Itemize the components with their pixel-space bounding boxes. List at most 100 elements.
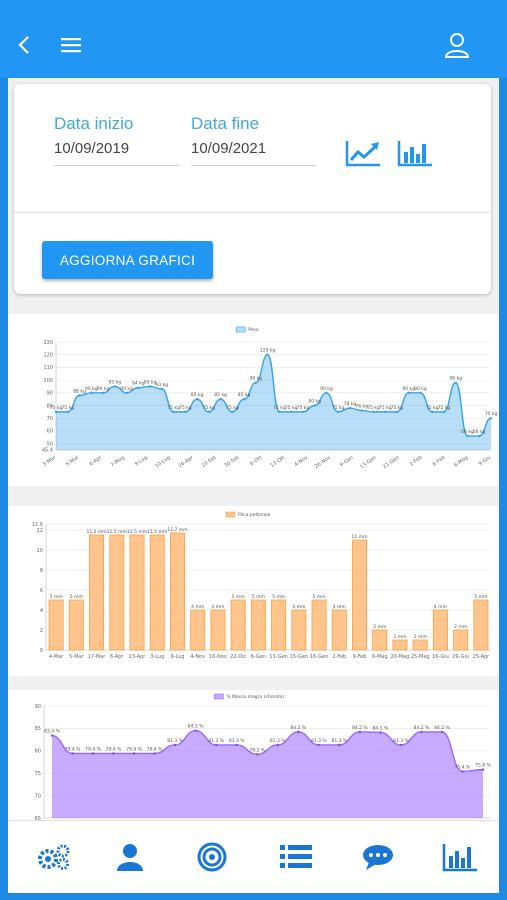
- skinfold-data-label: 4 mm: [191, 604, 204, 610]
- skinfold-chart-card: Plica pettorale 12.6 12 10 8 6 4 2 0 5 mm 4-Mar 5 m…: [8, 506, 499, 676]
- user-icon[interactable]: [110, 839, 150, 875]
- lean-mass-point: [440, 730, 444, 734]
- x-tick-label: 3-Lug: [150, 654, 164, 660]
- skinfold-data-label: 4 mm: [292, 604, 305, 610]
- weight-point: [489, 417, 493, 420]
- y-tick-label: 130: [43, 340, 53, 346]
- lean-mass-data-label: 81.3 %: [167, 738, 183, 744]
- y-tick-label: 60: [47, 429, 53, 435]
- gears-icon[interactable]: [34, 839, 74, 875]
- lean-mass-point: [256, 753, 259, 756]
- skinfold-bar: [311, 599, 327, 651]
- back-arrow-icon[interactable]: [8, 28, 42, 62]
- list-icon[interactable]: [276, 839, 316, 875]
- legend-swatch: [225, 511, 236, 518]
- x-tick-label: 16-Nov: [209, 654, 227, 660]
- x-tick-label: 6-Apr: [88, 454, 103, 467]
- start-date-label: Data inizio: [54, 114, 134, 133]
- skinfold-bar: [331, 609, 347, 651]
- weight-data-label: 98 kg: [250, 376, 263, 382]
- bar-chart-nav-icon[interactable]: [440, 839, 480, 875]
- lean-mass-data-label: 81.3 %: [229, 738, 245, 744]
- weight-point: [90, 391, 93, 395]
- x-tick-label: 16-Giu: [432, 654, 449, 660]
- legend-swatch: [235, 326, 246, 333]
- y-tick-label: 12: [37, 528, 43, 534]
- lean-mass-point: [379, 731, 382, 734]
- start-date-value[interactable]: 10/09/2019: [54, 140, 179, 166]
- lean-mass-point: [71, 752, 74, 755]
- weight-point: [395, 410, 399, 414]
- weight-point: [184, 410, 187, 414]
- lean-mass-data-label: 81.3 %: [393, 738, 409, 744]
- lean-mass-data-label: 79.2 %: [249, 747, 265, 753]
- weight-data-label: 94 kg: [132, 381, 145, 387]
- lean-mass-data-label: 81.3 %: [311, 738, 327, 744]
- x-tick-label: 6-Mag: [372, 654, 388, 660]
- weight-data-label: 75 kg: [50, 405, 63, 411]
- skinfold-bar: [250, 599, 266, 651]
- weight-point: [313, 404, 316, 407]
- skinfold-data-label: 5 mm: [272, 594, 285, 600]
- y-tick-label: 12.6: [32, 522, 43, 528]
- skinfold-data-label: 11.5 mm: [86, 529, 106, 535]
- x-tick-label: 13-Gen: [359, 455, 378, 471]
- weight-data-label: 90 kg: [85, 386, 98, 392]
- weight-point: [372, 410, 375, 414]
- skinfold-bar: [473, 599, 489, 651]
- start-date-field[interactable]: Data inizio 10/09/2019: [54, 114, 179, 166]
- x-tick-label: 15-Gen: [290, 654, 308, 660]
- y-tick-label: 0: [40, 648, 43, 654]
- lean-mass-point: [481, 768, 485, 771]
- x-tick-label: 4-Nov: [293, 455, 309, 468]
- chat-icon[interactable]: [358, 839, 398, 875]
- legend-label: Peso: [248, 327, 259, 333]
- x-tick-label: 4-Mar: [49, 654, 64, 660]
- weight-data-label: 75 kg: [297, 405, 310, 411]
- y-tick-label: 65: [35, 816, 41, 820]
- skinfold-data-label: 1 mm: [393, 634, 406, 640]
- skinfold-bar: [352, 539, 368, 651]
- weight-point: [207, 410, 211, 414]
- weight-point: [160, 387, 164, 391]
- weight-data-label: 56 kg: [473, 429, 486, 435]
- lean-mass-data-label: 83.4 %: [44, 729, 60, 735]
- skinfold-bar: [291, 609, 307, 651]
- legend-swatch: [214, 693, 224, 700]
- weight-point: [125, 391, 128, 395]
- weight-point: [454, 381, 457, 384]
- end-date-field[interactable]: Data fine 10/09/2021: [191, 114, 316, 166]
- x-tick-label: 22-Dic: [230, 654, 246, 660]
- weight-data-label: 80 kg: [308, 399, 321, 405]
- weight-data-label: 75 kg: [379, 405, 392, 411]
- lean-mass-point: [112, 752, 115, 755]
- weight-data-label: 90 kg: [414, 386, 427, 392]
- user-outline-icon[interactable]: [440, 28, 474, 62]
- x-tick-label: 29-Giu: [452, 654, 469, 660]
- x-tick-label: 9-Gen: [339, 455, 355, 469]
- lean-mass-data-label: 75.8 %: [475, 763, 491, 769]
- y-tick-label: 70: [35, 793, 41, 799]
- update-charts-button[interactable]: AGGIORNA GRAFICI: [42, 241, 213, 279]
- menu-icon[interactable]: [54, 28, 88, 62]
- skinfold-data-label: 4 mm: [333, 604, 346, 610]
- lean-mass-data-label: 81.3 %: [270, 738, 286, 744]
- lean-mass-data-label: 84.2 %: [352, 725, 368, 731]
- weight-point: [278, 410, 281, 414]
- lean-mass-data-label: 79.4 %: [85, 746, 101, 752]
- weight-data-label: 75 kg: [226, 405, 239, 411]
- weight-point: [219, 397, 222, 401]
- target-icon[interactable]: [192, 839, 232, 875]
- weight-point: [54, 410, 58, 414]
- top-bar: [0, 0, 507, 78]
- bar-chart-icon[interactable]: [396, 138, 434, 173]
- lean-mass-point: [420, 730, 423, 734]
- weight-data-label: 90 kg: [320, 386, 333, 392]
- x-tick-label: 9-Lug: [170, 654, 184, 660]
- end-date-value[interactable]: 10/09/2021: [191, 140, 316, 166]
- weight-data-label: 70 kg: [485, 411, 498, 417]
- line-chart-icon[interactable]: [344, 138, 382, 173]
- skinfold-bar: [271, 599, 287, 651]
- skinfold-data-label: 5 mm: [474, 594, 487, 600]
